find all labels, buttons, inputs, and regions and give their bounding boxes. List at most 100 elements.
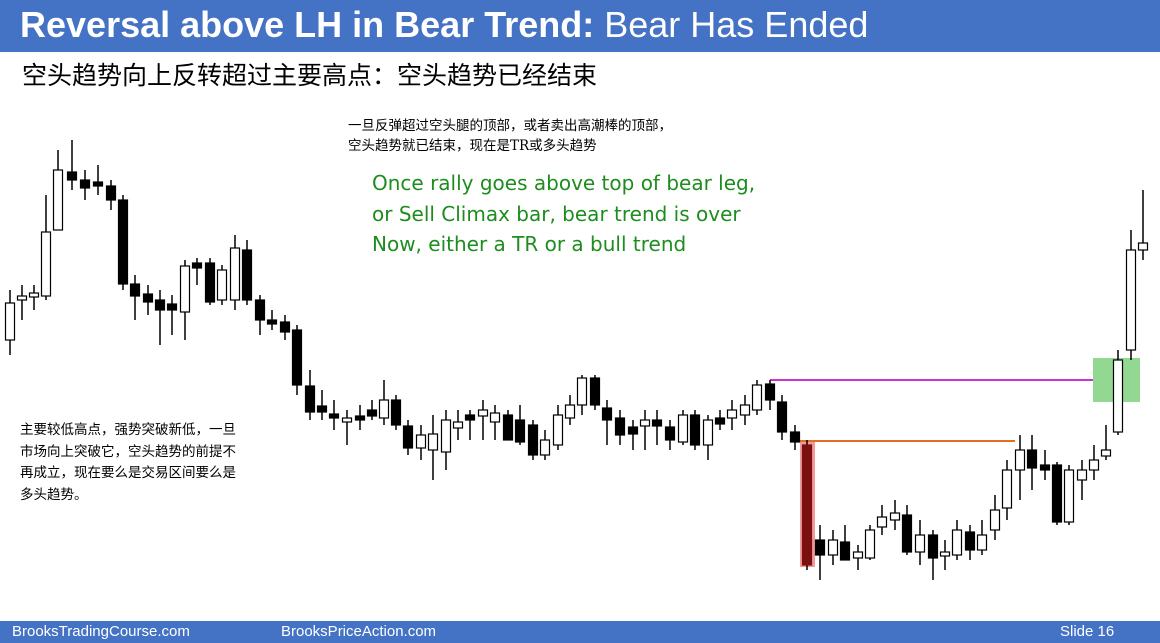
candle-body <box>28 292 40 298</box>
candle-body <box>1125 249 1137 351</box>
candle-body <box>4 302 16 341</box>
top-note: 一旦反弹超过空头腿的顶部，或者卖出高潮棒的顶部， 空头趋势就已结束，现在是TR或… <box>348 116 672 156</box>
candle-body <box>1076 469 1088 481</box>
note-line: or Sell Climax bar, bear trend is over <box>372 201 741 226</box>
candle-body <box>714 417 726 425</box>
candle-body <box>489 412 501 423</box>
candle-body <box>79 179 91 189</box>
candle-body <box>304 385 316 413</box>
candle-body <box>254 299 266 321</box>
candle-body <box>627 426 639 435</box>
english-note: Once rally goes above top of bear leg, o… <box>372 168 755 260</box>
candle-body <box>366 409 378 417</box>
candle-body <box>241 249 253 301</box>
note-line: 再成立，现在要么是交易区间要么是 <box>20 465 236 481</box>
candle-body <box>154 299 166 311</box>
candle-body <box>539 439 551 456</box>
candle-body <box>864 529 876 559</box>
candle-body <box>951 529 963 556</box>
candle-body <box>514 419 526 443</box>
candle-body <box>216 269 228 301</box>
candle-body <box>1100 449 1112 457</box>
candle-body <box>901 514 913 553</box>
candle-body <box>477 409 489 417</box>
candle-body <box>105 185 117 201</box>
note-line: 多头趋势。 <box>20 486 88 503</box>
candle-body <box>1137 242 1149 251</box>
candle-body <box>876 516 888 528</box>
candle-body <box>117 199 129 285</box>
footer-site[interactable]: BrooksPriceAction.com <box>281 623 437 640</box>
candle-body <box>1039 464 1051 471</box>
candle-body <box>440 419 452 453</box>
candle-body <box>852 551 864 559</box>
title-rest: Bear Has Ended <box>604 4 869 45</box>
note-line: 空头趋势就已结束，现在是TR或多头趋势 <box>348 138 597 154</box>
candle-body <box>639 419 651 427</box>
candle-body <box>452 421 464 429</box>
candle-body <box>976 534 988 551</box>
candle-body <box>814 539 826 556</box>
candle-body <box>179 265 191 313</box>
candle-body <box>229 247 241 301</box>
candle-body <box>939 551 951 557</box>
candle-body <box>651 419 663 427</box>
candle-body <box>614 417 626 436</box>
candle-body <box>415 434 427 449</box>
candle-body <box>166 303 178 311</box>
note-line: Once rally goes above top of bear leg, <box>372 171 756 195</box>
candle-body <box>390 399 402 426</box>
candle-body <box>789 431 801 443</box>
title-bold: Reversal above LH in Bear Trend: <box>20 4 595 45</box>
candle-body <box>1014 449 1026 471</box>
note-line: 一旦反弹超过空头腿的顶部，或者卖出高潮棒的顶部， <box>348 118 672 134</box>
candle-body <box>601 407 613 421</box>
candle-body <box>776 401 788 433</box>
candle-body <box>726 409 738 419</box>
candle-body <box>689 414 701 446</box>
footer: BrooksTradingCourse.com BrooksPriceActio… <box>0 621 1160 643</box>
left-note: 主要较低高点，强势突破新低，一旦 市场向上突破它，空头趋势的前提不 再成立，现在… <box>20 420 236 506</box>
candle-body <box>564 404 576 419</box>
candle-body <box>378 399 390 419</box>
slide-number: Slide 16 <box>1060 623 1115 640</box>
subtitle: 空头趋势向上反转超过主要高点：空头趋势已经结束 <box>22 61 598 90</box>
candle-body <box>66 171 78 181</box>
candle-body <box>827 539 839 556</box>
candle-body <box>291 329 303 386</box>
candle-body <box>801 444 813 566</box>
note-line: 主要较低高点，强势突破新低，一旦 <box>20 422 236 438</box>
candle-body <box>989 509 1001 531</box>
candle-body <box>751 384 763 411</box>
candle-body <box>527 424 539 456</box>
candle-body <box>1088 459 1100 471</box>
candle-body <box>664 426 676 441</box>
candle-body <box>1001 469 1013 509</box>
candle-body <box>427 433 439 451</box>
header: Reversal above LH in Bear Trend: Bear Ha… <box>0 0 1160 52</box>
candle-body <box>502 414 514 441</box>
candle-body <box>576 377 588 406</box>
candle-body <box>341 417 353 423</box>
candle-body <box>191 262 203 269</box>
candle-body <box>889 512 901 521</box>
candle-body <box>129 283 141 297</box>
candle-body <box>702 419 714 446</box>
candle-body <box>16 295 28 301</box>
candle-body <box>464 414 476 421</box>
candle-body <box>402 425 414 449</box>
candle-body <box>328 413 340 419</box>
candle-body <box>316 405 328 413</box>
note-line: 市场向上突破它，空头趋势的前提不 <box>20 443 236 460</box>
candle-body <box>52 169 64 231</box>
candle-body <box>1112 359 1124 433</box>
footer-site[interactable]: BrooksTradingCourse.com <box>12 623 190 640</box>
candle-body <box>1026 449 1038 469</box>
candle-body <box>964 531 976 551</box>
candle-body <box>266 319 278 325</box>
candle-body <box>354 415 366 421</box>
candle-body <box>204 262 216 303</box>
candle-body <box>40 231 52 297</box>
candle-body <box>839 541 851 561</box>
